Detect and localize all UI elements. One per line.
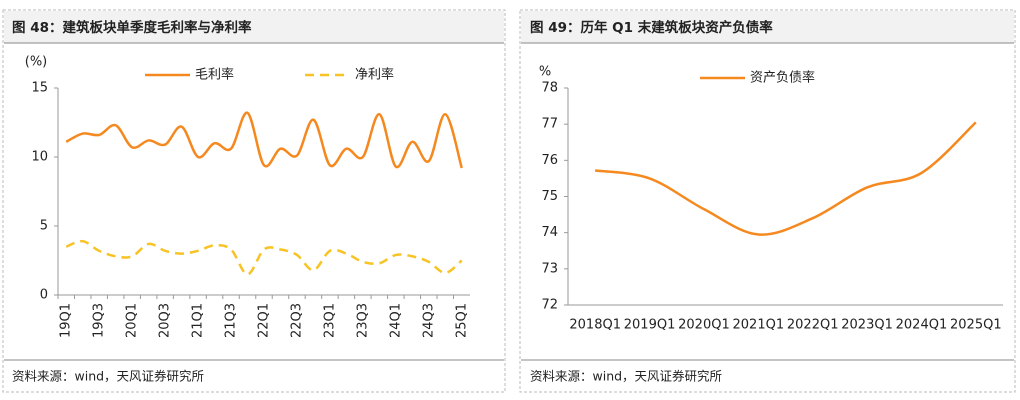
y-axis-label: % [539,65,551,80]
y-tick-label: 0 [40,288,48,303]
y-axis-label: (%) [25,55,48,70]
y-tick-label: 75 [541,189,558,204]
data-line [595,121,977,236]
x-tick-label: 22Q3 [289,303,304,338]
x-tick-label: 2018Q1 [569,318,621,333]
x-tick-label: 2019Q1 [624,318,676,333]
x-tick-label: 2022Q1 [787,318,839,333]
legend-label: 毛利率 [195,67,234,83]
x-tick-label: 25Q1 [454,303,469,338]
x-tick-label: 19Q3 [92,303,107,338]
y-tick-label: 78 [541,81,558,96]
x-tick-label: 21Q3 [224,303,239,338]
data-line [65,111,463,169]
y-tick-label: 77 [541,117,558,132]
y-tick-label: 10 [31,150,48,165]
x-tick-label: 23Q3 [355,303,370,338]
source: 资料来源：wind，天风证券研究所 [12,369,204,384]
y-tick-label: 5 [40,219,48,234]
chart-title: 图 48：建筑板块单季度毛利率与净利率 [12,19,252,36]
x-tick-label: 22Q1 [257,303,272,338]
x-tick-label: 20Q1 [125,303,140,338]
x-tick-label: 19Q1 [59,303,74,338]
y-tick-label: 73 [541,261,558,276]
y-tick-label: 72 [541,298,558,313]
x-tick-label: 24Q1 [388,303,403,338]
y-tick-label: 15 [31,81,48,96]
panel-border [519,9,1016,393]
x-tick-label: 24Q3 [421,303,436,338]
legend-label: 资产负债率 [750,70,815,86]
panel-border [2,9,506,393]
title-bar [4,11,504,43]
x-tick-label: 2024Q1 [896,318,948,333]
x-tick-label: 20Q3 [158,303,173,338]
y-tick-label: 74 [541,225,558,240]
data-line [65,239,463,276]
x-tick-label: 2020Q1 [678,318,730,333]
x-tick-label: 2023Q1 [841,318,893,333]
chart-title: 图 49：历年 Q1 末建筑板块资产负债率 [530,19,773,36]
x-tick-label: 23Q1 [322,303,337,338]
legend-label: 净利率 [355,67,394,83]
source: 资料来源：wind，天风证券研究所 [530,369,722,384]
x-tick-label: 2021Q1 [733,318,785,333]
y-tick-label: 76 [541,153,558,168]
x-tick-label: 2025Q1 [950,318,1002,333]
x-tick-label: 21Q1 [191,303,206,338]
title-bar [521,11,1014,43]
